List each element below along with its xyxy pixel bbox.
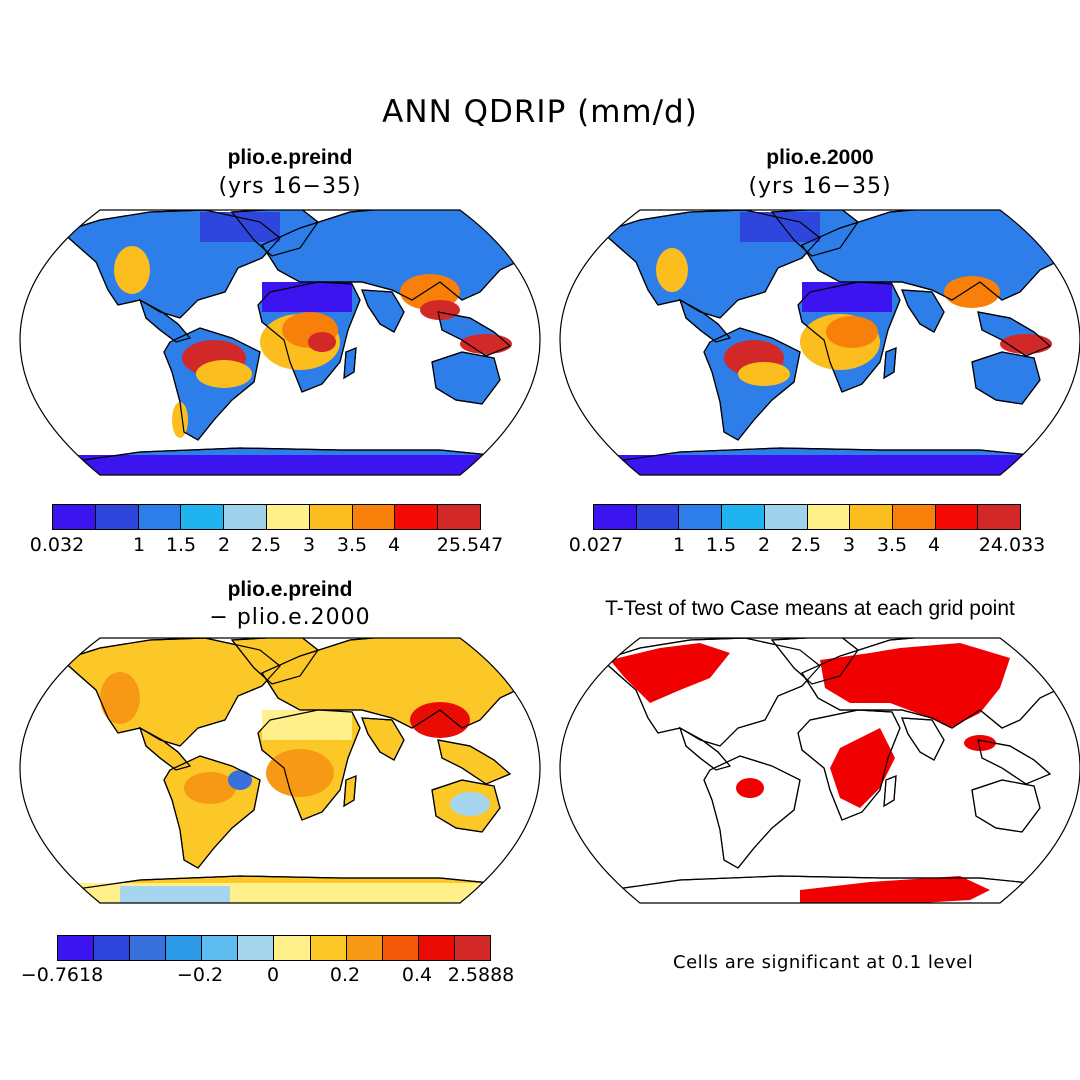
colorbar-cell — [454, 936, 490, 960]
colorbar-cell — [274, 936, 311, 960]
panel-subtitle-2000: (yrs 16−35) — [748, 174, 892, 199]
colorbar-tick-label: −0.2 — [176, 964, 224, 986]
colorbar-cell — [892, 505, 936, 529]
panel-title-difference: plio.e.preind — [227, 578, 353, 601]
colorbar-cell — [346, 936, 383, 960]
colorbar-preind — [52, 504, 481, 530]
map-difference — [19, 637, 541, 904]
colorbar-tick-label: 1.5 — [165, 534, 197, 556]
panel-subtitle-difference: − plio.e.2000 — [209, 605, 371, 630]
colorbar-tick-label: 1.5 — [705, 534, 737, 556]
colorbar-cell — [53, 505, 96, 529]
colorbar-cell — [181, 505, 225, 529]
colorbar-cell — [764, 505, 808, 529]
map-preind — [19, 209, 541, 476]
colorbar-tick-label: 2 — [757, 534, 771, 556]
colorbar-cell — [722, 505, 765, 529]
colorbar-tick-label: 0.2 — [329, 964, 361, 986]
colorbar-cell — [266, 505, 310, 529]
panel-title-ttest: T-Test of two Case means at each grid po… — [605, 597, 1015, 620]
map-2000 — [559, 209, 1080, 476]
colorbar-tick-label: 0.032 — [29, 534, 85, 556]
colorbar-cell — [95, 505, 139, 529]
panel-title-preind: plio.e.preind — [227, 146, 353, 169]
colorbar-cell — [130, 936, 167, 960]
colorbar-tick-label: 3 — [842, 534, 856, 556]
colorbar-cell — [166, 936, 203, 960]
colorbar-cell — [850, 505, 893, 529]
colorbar-tick-label: 24.033 — [978, 534, 1046, 556]
figure-title: ANN QDRIP (mm/d) — [382, 94, 698, 130]
colorbar-tick-label: 3.5 — [336, 534, 368, 556]
colorbar-2000 — [593, 504, 1021, 530]
colorbar-tick-label: 2.5 — [790, 534, 822, 556]
colorbar-cell — [594, 505, 637, 529]
colorbar-cell — [352, 505, 396, 529]
colorbar-cell — [807, 505, 851, 529]
colorbar-cell — [395, 505, 439, 529]
colorbar-tick-label: 1 — [672, 534, 686, 556]
colorbar-tick-label: 3 — [302, 534, 316, 556]
colorbar-tick-label: −0.7618 — [20, 964, 104, 986]
panel-title-2000: plio.e.2000 — [766, 146, 874, 169]
colorbar-cell — [636, 505, 680, 529]
colorbar-cell — [382, 936, 419, 960]
colorbar-cell — [438, 505, 480, 529]
colorbar-tick-label: 2 — [217, 534, 231, 556]
colorbar-cell — [58, 936, 95, 960]
colorbar-cell — [238, 936, 275, 960]
colorbar-cell — [94, 936, 131, 960]
colorbar-tick-label: 25.547 — [436, 534, 504, 556]
colorbar-cell — [202, 936, 239, 960]
colorbar-cell — [679, 505, 723, 529]
colorbar-tick-label: 4 — [927, 534, 941, 556]
colorbar-cell — [224, 505, 267, 529]
colorbar-cell — [418, 936, 455, 960]
panel-subtitle-preind: (yrs 16−35) — [218, 174, 362, 199]
map-ttest-significance — [559, 637, 1080, 904]
colorbar-cell — [978, 505, 1021, 529]
colorbar-tick-label: 2.5888 — [447, 964, 515, 986]
colorbar-tick-label: 0 — [266, 964, 280, 986]
colorbar-cell — [310, 936, 347, 960]
colorbar-cell — [935, 505, 979, 529]
colorbar-tick-label: 4 — [387, 534, 401, 556]
colorbar-cell — [138, 505, 182, 529]
colorbar-tick-label: 0.027 — [568, 534, 624, 556]
colorbar-tick-label: 0.4 — [401, 964, 433, 986]
colorbar-difference — [57, 935, 491, 961]
significance-footnote: Cells are significant at 0.1 level — [673, 952, 974, 973]
colorbar-cell — [309, 505, 353, 529]
colorbar-tick-label: 2.5 — [250, 534, 282, 556]
colorbar-tick-label: 3.5 — [876, 534, 908, 556]
colorbar-tick-label: 1 — [132, 534, 146, 556]
